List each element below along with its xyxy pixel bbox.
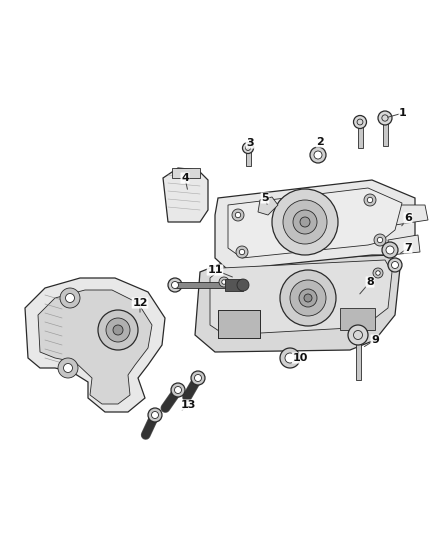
- Circle shape: [353, 116, 367, 128]
- Circle shape: [191, 371, 205, 385]
- Text: 4: 4: [181, 173, 189, 183]
- Circle shape: [378, 111, 392, 125]
- Circle shape: [113, 325, 123, 335]
- Polygon shape: [163, 168, 208, 222]
- Bar: [172, 168, 200, 178]
- Circle shape: [239, 249, 245, 255]
- Circle shape: [299, 289, 317, 307]
- Circle shape: [367, 197, 373, 203]
- Text: 13: 13: [180, 400, 196, 410]
- Circle shape: [152, 411, 159, 418]
- Circle shape: [392, 262, 399, 269]
- Text: 2: 2: [316, 137, 324, 147]
- Circle shape: [272, 189, 338, 255]
- Circle shape: [377, 237, 383, 243]
- Polygon shape: [390, 205, 428, 225]
- Bar: [218, 310, 260, 338]
- Circle shape: [280, 270, 336, 326]
- Circle shape: [364, 194, 376, 206]
- Bar: [357, 122, 363, 148]
- Circle shape: [310, 147, 326, 163]
- Circle shape: [386, 246, 394, 254]
- Polygon shape: [25, 278, 165, 412]
- Text: 11: 11: [207, 265, 223, 275]
- Circle shape: [66, 294, 74, 303]
- Bar: [340, 308, 375, 330]
- Circle shape: [64, 364, 73, 373]
- Polygon shape: [215, 180, 415, 270]
- Polygon shape: [388, 235, 420, 255]
- Text: 5: 5: [261, 193, 269, 203]
- Circle shape: [314, 151, 322, 159]
- Bar: [218, 310, 260, 338]
- Text: 9: 9: [371, 335, 379, 345]
- Text: 6: 6: [404, 213, 412, 223]
- Circle shape: [373, 268, 383, 278]
- Polygon shape: [228, 188, 402, 258]
- Circle shape: [222, 280, 226, 284]
- Circle shape: [171, 383, 185, 397]
- Circle shape: [232, 209, 244, 221]
- Circle shape: [237, 279, 249, 291]
- Circle shape: [168, 278, 182, 292]
- Circle shape: [219, 277, 229, 287]
- Circle shape: [194, 375, 201, 382]
- Circle shape: [283, 200, 327, 244]
- Text: 7: 7: [404, 243, 412, 253]
- Bar: [246, 148, 251, 166]
- Circle shape: [293, 210, 317, 234]
- Circle shape: [280, 348, 300, 368]
- Circle shape: [374, 234, 386, 246]
- Polygon shape: [195, 255, 400, 352]
- Polygon shape: [38, 290, 152, 404]
- Text: 3: 3: [246, 138, 254, 148]
- Circle shape: [148, 408, 162, 422]
- Circle shape: [236, 246, 248, 258]
- Circle shape: [285, 353, 295, 363]
- Circle shape: [243, 142, 254, 154]
- Polygon shape: [210, 260, 392, 335]
- Circle shape: [98, 310, 138, 350]
- Text: 1: 1: [399, 108, 407, 118]
- Circle shape: [290, 280, 326, 316]
- Circle shape: [382, 242, 398, 258]
- Polygon shape: [258, 197, 278, 215]
- Circle shape: [60, 288, 80, 308]
- Bar: [225, 279, 243, 291]
- Circle shape: [304, 294, 312, 302]
- Bar: [382, 118, 388, 146]
- Bar: [356, 335, 360, 380]
- Circle shape: [348, 325, 368, 345]
- Text: 12: 12: [132, 298, 148, 308]
- Circle shape: [300, 217, 310, 227]
- Circle shape: [174, 386, 181, 393]
- Text: 10: 10: [292, 353, 307, 363]
- Text: 8: 8: [366, 277, 374, 287]
- Circle shape: [235, 212, 241, 217]
- Circle shape: [58, 358, 78, 378]
- Bar: [175, 282, 240, 288]
- Circle shape: [376, 271, 380, 275]
- Circle shape: [106, 318, 130, 342]
- Circle shape: [172, 281, 179, 288]
- Circle shape: [388, 258, 402, 272]
